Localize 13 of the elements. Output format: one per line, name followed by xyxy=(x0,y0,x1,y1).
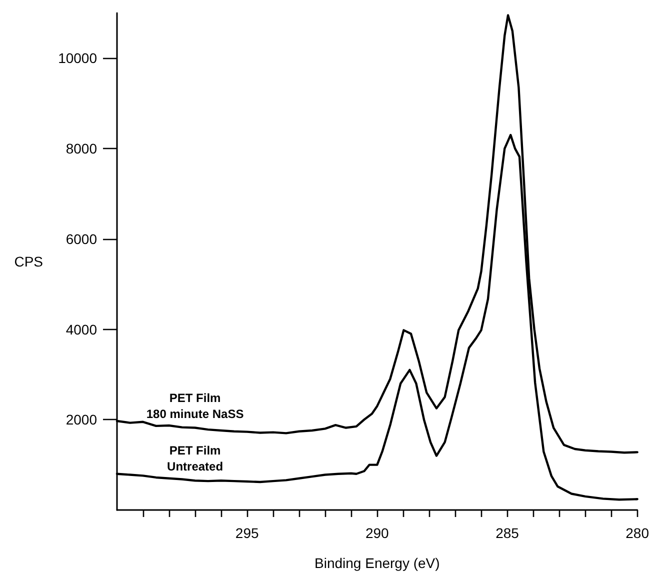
y-tick-label: 10000 xyxy=(58,50,98,66)
y-tick-label: 8000 xyxy=(66,140,98,157)
x-axis-title: Binding Energy (eV) xyxy=(314,555,440,571)
y-tick-label: 4000 xyxy=(66,321,98,338)
y-tick-label: 2000 xyxy=(66,412,98,428)
series-label: PET Film Untreated xyxy=(167,444,224,474)
x-tick-label: 285 xyxy=(496,525,520,541)
series-label: PET Film 180 minute NaSS xyxy=(146,390,244,421)
y-tick-label: 6000 xyxy=(66,230,98,247)
x-tick-label: 295 xyxy=(235,525,259,541)
y-axis-title: CPS xyxy=(14,254,43,270)
x-tick-label: 280 xyxy=(626,525,650,541)
x-tick-label: 290 xyxy=(365,525,390,541)
